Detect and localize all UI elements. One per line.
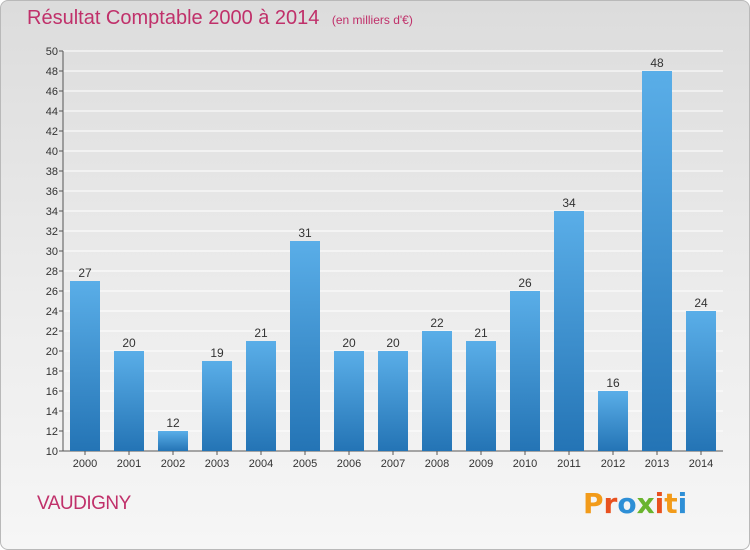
x-tick-label: 2003 bbox=[205, 458, 229, 470]
x-tick-label: 2001 bbox=[117, 458, 141, 470]
bar bbox=[510, 291, 540, 451]
y-tick-label: 24 bbox=[46, 306, 58, 318]
logo-letter: P bbox=[583, 487, 604, 520]
bar bbox=[466, 341, 496, 451]
y-tick-label: 26 bbox=[46, 286, 58, 298]
x-tick-label: 2014 bbox=[689, 458, 713, 470]
data-label: 21 bbox=[474, 326, 488, 340]
y-tick-label: 36 bbox=[46, 186, 58, 198]
bar bbox=[598, 391, 628, 451]
y-tick-label: 42 bbox=[46, 126, 58, 138]
data-label: 22 bbox=[430, 316, 444, 330]
y-tick-label: 18 bbox=[46, 366, 58, 378]
bar bbox=[158, 431, 188, 451]
bar bbox=[334, 351, 364, 451]
logo-letter: x bbox=[636, 487, 655, 520]
x-tick-label: 2002 bbox=[161, 458, 185, 470]
y-tick-label: 16 bbox=[46, 386, 58, 398]
data-label: 26 bbox=[518, 276, 532, 290]
x-tick-label: 2012 bbox=[601, 458, 625, 470]
y-tick-label: 32 bbox=[46, 226, 58, 238]
data-label: 16 bbox=[606, 376, 620, 390]
x-tick-label: 2011 bbox=[557, 458, 581, 470]
bar bbox=[246, 341, 276, 451]
y-tick-label: 40 bbox=[46, 146, 58, 158]
y-tick-label: 34 bbox=[46, 206, 58, 218]
chart-title-block: Résultat Comptable 2000 à 2014 (en milli… bbox=[27, 7, 413, 30]
data-label: 12 bbox=[166, 416, 180, 430]
bar bbox=[422, 331, 452, 451]
y-tick-label: 22 bbox=[46, 326, 58, 338]
data-label: 21 bbox=[254, 326, 268, 340]
bar bbox=[378, 351, 408, 451]
commune-name: VAUDIGNY bbox=[37, 493, 131, 514]
y-tick-label: 28 bbox=[46, 266, 58, 278]
data-label: 20 bbox=[386, 336, 400, 350]
logo-letter: i bbox=[654, 487, 665, 520]
x-tick-label: 2009 bbox=[469, 458, 493, 470]
data-label: 19 bbox=[210, 346, 224, 360]
bar bbox=[114, 351, 144, 451]
data-label: 31 bbox=[298, 226, 312, 240]
bar bbox=[686, 311, 716, 451]
x-tick-label: 2006 bbox=[337, 458, 361, 470]
y-tick-label: 14 bbox=[46, 406, 58, 418]
y-tick-label: 44 bbox=[46, 106, 58, 118]
y-tick-label: 38 bbox=[46, 166, 58, 178]
y-tick-label: 48 bbox=[46, 66, 58, 78]
y-tick-label: 20 bbox=[46, 346, 58, 358]
data-label: 20 bbox=[122, 336, 136, 350]
x-tick-label: 2008 bbox=[425, 458, 449, 470]
logo-letter: t bbox=[664, 487, 678, 520]
y-tick-label: 12 bbox=[46, 426, 58, 438]
bar bbox=[202, 361, 232, 451]
data-label: 48 bbox=[650, 56, 664, 70]
logo-letter: r bbox=[603, 487, 618, 520]
x-tick-label: 2010 bbox=[513, 458, 537, 470]
proxiti-logo: Proxiti bbox=[583, 487, 687, 520]
logo-letter: o bbox=[617, 487, 637, 520]
y-tick-label: 46 bbox=[46, 86, 58, 98]
data-label: 24 bbox=[694, 296, 708, 310]
bar bbox=[70, 281, 100, 451]
x-tick-label: 2005 bbox=[293, 458, 317, 470]
y-tick-label: 10 bbox=[46, 446, 58, 458]
bar bbox=[642, 71, 672, 451]
x-tick-label: 2013 bbox=[645, 458, 669, 470]
y-tick-label: 50 bbox=[46, 46, 58, 58]
bar bbox=[554, 211, 584, 451]
bar bbox=[290, 241, 320, 451]
x-tick-label: 2000 bbox=[73, 458, 97, 470]
x-tick-label: 2007 bbox=[381, 458, 405, 470]
data-label: 20 bbox=[342, 336, 356, 350]
x-tick-label: 2004 bbox=[249, 458, 273, 470]
data-label: 27 bbox=[78, 266, 92, 280]
logo-letter: i bbox=[677, 487, 688, 520]
y-tick-label: 30 bbox=[46, 246, 58, 258]
data-label: 34 bbox=[562, 196, 576, 210]
chart-subtitle: (en milliers d'€) bbox=[331, 13, 413, 27]
chart-title: Résultat Comptable 2000 à 2014 bbox=[27, 7, 320, 29]
